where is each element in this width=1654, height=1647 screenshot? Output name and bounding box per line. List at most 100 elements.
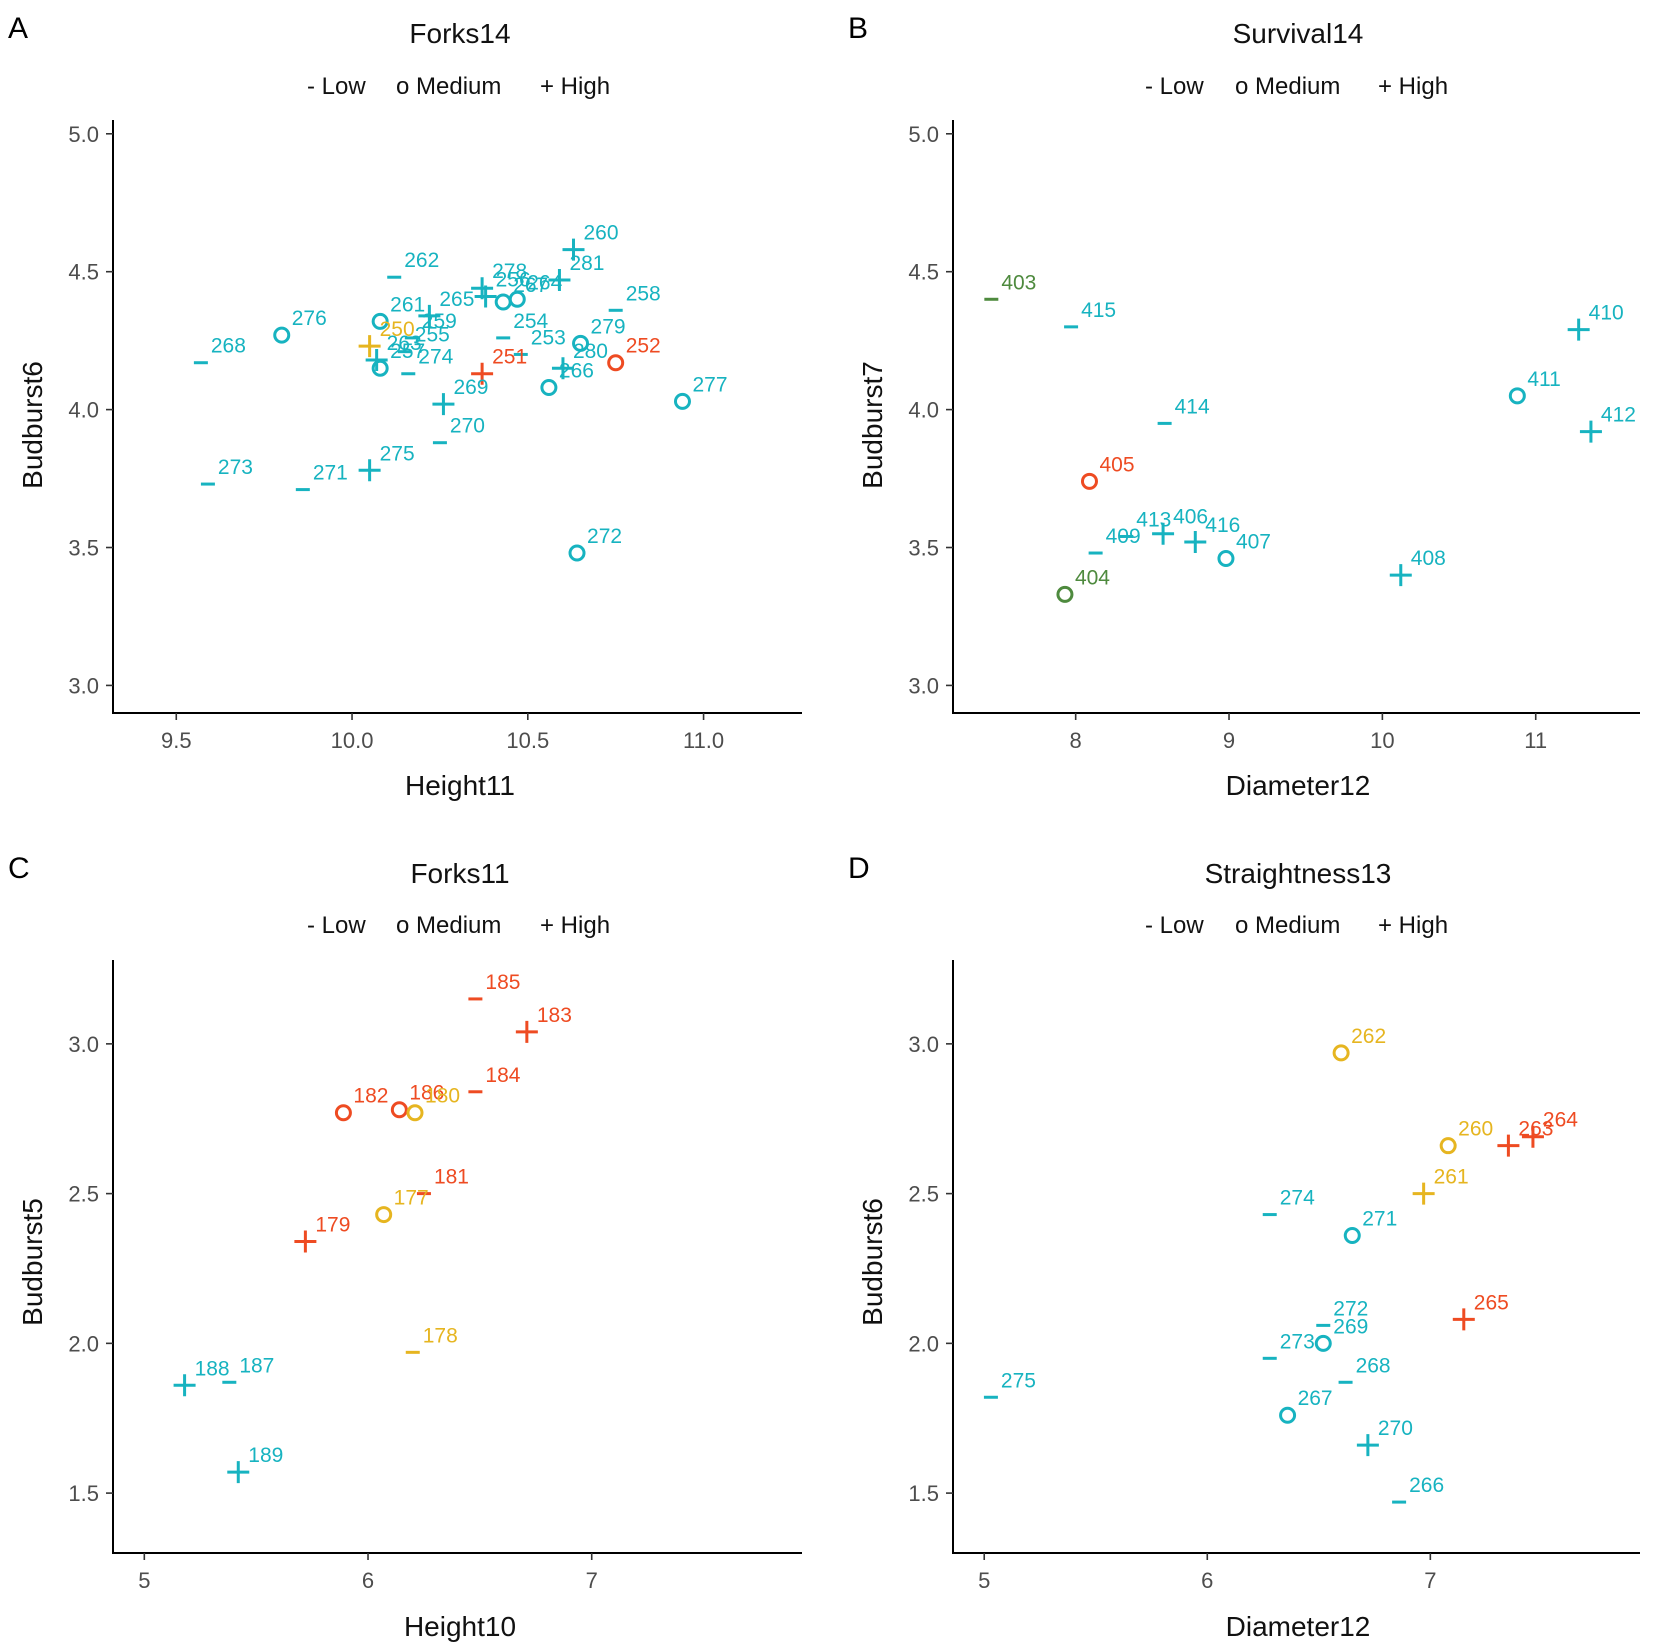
high-point-marker (294, 1230, 317, 1253)
legend-high: + High (1378, 912, 1448, 939)
point-label: 265 (1474, 1291, 1509, 1314)
point-label: 414 (1175, 395, 1210, 418)
x-tick-label: 7 (586, 1568, 598, 1593)
point-label: 279 (591, 315, 626, 338)
y-axis-title: Budburst6 (857, 1198, 888, 1326)
medium-point-marker (1080, 472, 1098, 490)
legend-medium: o Medium (1235, 73, 1340, 100)
x-tick-label: 10.5 (506, 728, 549, 753)
y-axis-title: Budburst6 (17, 361, 48, 489)
x-axis-title: Height10 (404, 1611, 516, 1642)
medium-point-marker (1217, 550, 1235, 568)
high-point-marker (1356, 1434, 1379, 1457)
panel-a: A Forks14 - Low o Medium + High Height11… (8, 12, 802, 801)
point-label: 275 (1001, 1369, 1036, 1392)
medium-point-marker (568, 544, 586, 562)
x-tick-label: 6 (362, 1568, 374, 1593)
legend-low: - Low (1145, 912, 1204, 939)
point-label: 416 (1205, 514, 1240, 537)
y-tick-label: 3.5 (68, 536, 99, 561)
point-label: 270 (1378, 1417, 1413, 1440)
medium-point-marker (607, 354, 625, 372)
medium-point-marker (1314, 1334, 1332, 1352)
point-label: 267 (513, 274, 548, 297)
point-label: 267 (1298, 1387, 1333, 1410)
point-label: 268 (1356, 1354, 1391, 1377)
y-tick-label: 3.5 (908, 536, 939, 561)
y-tick-label: 3.0 (68, 673, 99, 698)
high-point-marker (1152, 522, 1175, 545)
medium-point-marker (1439, 1137, 1457, 1155)
point-label: 274 (418, 346, 453, 369)
high-point-marker (474, 285, 497, 308)
point-label: 179 (315, 1214, 350, 1237)
high-point-marker (1184, 530, 1207, 553)
y-tick-label: 2.5 (908, 1182, 939, 1207)
point-label: 404 (1075, 566, 1110, 589)
point-label: 266 (1409, 1474, 1444, 1497)
high-point-marker (432, 393, 455, 416)
point-label: 184 (485, 1064, 520, 1087)
high-point-marker (1579, 420, 1602, 443)
medium-point-marker (673, 392, 691, 410)
point-label: 274 (1280, 1187, 1315, 1210)
point-label: 407 (1236, 531, 1271, 554)
point-label: 263 (387, 332, 422, 355)
point-label: 271 (313, 462, 348, 485)
point-label: 260 (584, 222, 619, 245)
y-tick-label: 2.0 (908, 1331, 939, 1356)
high-point-marker (551, 357, 574, 380)
point-label: 412 (1601, 404, 1636, 427)
point-label: 280 (573, 340, 608, 363)
point-label: 277 (692, 373, 727, 396)
point-label: 409 (1106, 525, 1141, 548)
y-tick-label: 3.0 (68, 1032, 99, 1057)
point-label: 275 (380, 442, 415, 465)
point-label: 254 (513, 310, 548, 333)
y-tick-label: 3.0 (908, 673, 939, 698)
point-label: 258 (626, 282, 661, 305)
legend: - Low o Medium + High (1145, 73, 1448, 100)
medium-point-marker (572, 334, 590, 352)
high-point-marker (1452, 1308, 1475, 1331)
point-label: 273 (1280, 1330, 1315, 1353)
medium-point-marker (334, 1104, 352, 1122)
y-tick-label: 2.5 (68, 1182, 99, 1207)
point-label: 264 (527, 271, 562, 294)
point-label: 259 (422, 310, 457, 333)
y-axis-title: Budburst7 (857, 361, 888, 489)
legend-high: + High (540, 912, 610, 939)
high-point-marker (1389, 564, 1412, 587)
high-point-marker (418, 304, 441, 327)
point-label: 261 (390, 293, 425, 316)
legend-low: - Low (307, 912, 366, 939)
panel-d: D Straightness13 - Low o Medium + High D… (848, 852, 1640, 1642)
panel-letter-d: D (848, 852, 870, 885)
medium-point-marker (371, 359, 389, 377)
point-label: 185 (485, 971, 520, 994)
legend-low: - Low (307, 73, 366, 100)
y-tick-label: 3.0 (908, 1032, 939, 1057)
high-point-marker (1412, 1182, 1435, 1205)
point-label: 186 (409, 1082, 444, 1105)
panel-letter-b: B (848, 12, 868, 45)
y-tick-label: 2.0 (68, 1331, 99, 1356)
high-point-marker (358, 459, 381, 482)
medium-point-marker (375, 1206, 393, 1224)
point-label: 415 (1081, 299, 1116, 322)
point-label: 281 (569, 252, 604, 275)
x-axis-title: Diameter12 (1226, 1611, 1371, 1642)
point-label: 188 (195, 1357, 230, 1380)
x-axis-title: Height11 (405, 770, 515, 801)
high-point-marker (1567, 318, 1590, 341)
point-label: 269 (453, 376, 488, 399)
medium-point-marker (1508, 387, 1526, 405)
point-label: 255 (415, 324, 450, 347)
high-point-marker (562, 238, 585, 261)
chart-title: Forks14 (409, 18, 510, 49)
point-label: 252 (626, 335, 661, 358)
point-label: 272 (1333, 1297, 1368, 1320)
high-point-marker (358, 335, 381, 358)
y-tick-label: 5.0 (908, 122, 939, 147)
